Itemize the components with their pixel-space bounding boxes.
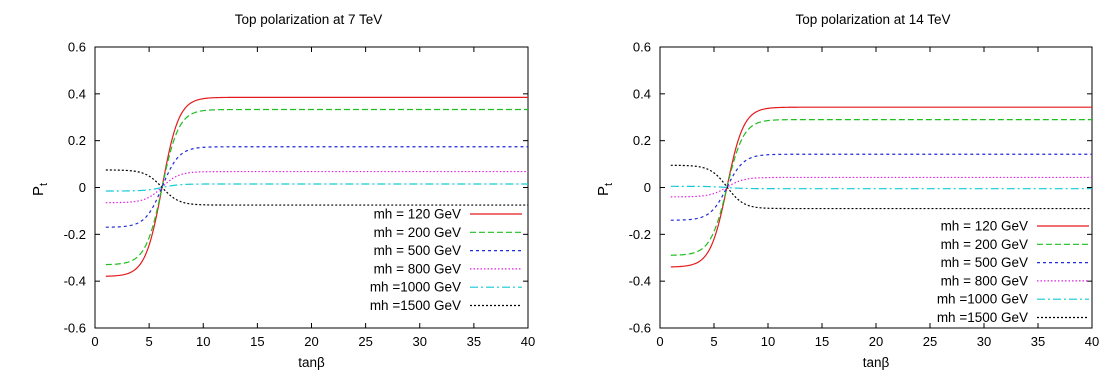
series-line-2 [670,118,1092,256]
y-axis-label: Pt [30,183,50,196]
y-axis-label-sub: t [603,183,615,186]
x-tick-label: 15 [250,334,264,349]
legend-label: mh =1500 GeV [937,310,1028,325]
x-tick-label: 40 [521,334,535,349]
series-line-3 [105,146,528,228]
y-tick-label: 0.4 [68,86,86,101]
series-line-6 [670,164,1092,210]
chart-title: Top polarization at 7 TeV [235,12,383,27]
x-tick-label: 5 [710,334,717,349]
y-tick-label: -0.4 [64,274,86,289]
x-tick-label: 5 [146,334,153,349]
y-tick-label: 0.6 [633,40,651,55]
legend-label: mh =1000 GeV [370,280,461,295]
legend-label: mh = 800 GeV [941,273,1028,288]
series-line-1 [670,106,1092,268]
x-tick-label: 25 [358,334,372,349]
y-tick-label: -0.4 [629,274,651,289]
series-line-4 [670,176,1092,198]
chart-panel-2: Top polarization at 14 TeV 0 5 10 15 20 25 30 35… [595,12,1099,370]
x-tick-label: 0 [656,334,663,349]
legend-label: mh = 800 GeV [374,261,461,276]
legend-label: mh = 500 GeV [374,243,461,258]
series-line-3 [670,153,1092,221]
legend-label: mh =1500 GeV [370,298,461,313]
legend-label: mh = 120 GeV [941,219,1028,234]
x-axis-label: tanβ [863,355,890,370]
legend-label: mh =1000 GeV [937,292,1028,307]
y-tick-label: 0 [79,180,86,195]
y-tick-label: 0.2 [633,133,651,148]
y-tick-label: -0.2 [629,227,651,242]
x-tick-label: 40 [1085,334,1099,349]
series-line-2 [105,108,528,266]
legend-label: mh = 200 GeV [941,237,1028,252]
series-line-6 [105,169,528,206]
y-axis-label-main: P [30,186,47,196]
x-tick-label: 20 [304,334,318,349]
x-axis-label: tanβ [298,355,325,370]
chart-title: Top polarization at 14 TeV [795,12,950,27]
y-tick-label: 0 [644,180,651,195]
series-line-5 [670,185,1092,190]
y-axis-label-sub: t [38,183,50,186]
series-line-1 [105,96,528,277]
y-axis-label: Pt [595,183,615,196]
x-tick-label: 0 [91,334,98,349]
y-axis-label-main: P [595,186,612,196]
legend-label: mh = 120 GeV [374,207,461,222]
legend: mh = 120 GeV mh = 200 GeV mh = 500 GeV mh =… [937,219,1089,325]
x-tick-label: 30 [413,334,427,349]
x-tick-label: 25 [923,334,937,349]
x-tick-label: 15 [815,334,829,349]
y-tick-label: 0.2 [68,133,86,148]
x-tick-label: 35 [1031,334,1045,349]
series-line-4 [105,170,528,204]
legend: mh = 120 GeV mh = 200 GeV mh = 500 GeV mh =… [370,207,522,313]
y-tick-label: 0.4 [633,86,651,101]
legend-label: mh = 500 GeV [941,255,1028,270]
y-tick-label: -0.6 [629,321,651,336]
x-tick-label: 35 [467,334,481,349]
legend-label: mh = 200 GeV [374,225,461,240]
x-tick-label: 30 [977,334,991,349]
y-tick-label: -0.6 [64,321,86,336]
x-tick-label: 10 [761,334,775,349]
y-tick-label: 0.6 [68,40,86,55]
series-line-5 [105,183,528,192]
x-tick-label: 20 [869,334,883,349]
x-tick-label: 10 [196,334,210,349]
chart-panel-1: Top polarization at 7 TeV 0 5 10 15 20 25 30 35 4… [30,12,535,370]
y-tick-label: -0.2 [64,227,86,242]
